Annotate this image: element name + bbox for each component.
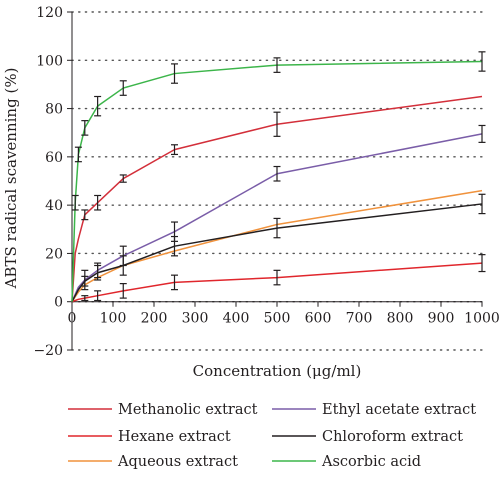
x-tick-label: 1000 <box>464 311 500 327</box>
y-tick-label: 0 <box>54 295 63 311</box>
y-axis-title: ABTS radical scavenning (%) <box>2 68 20 290</box>
y-tick-label: 20 <box>45 246 63 262</box>
y-tick-label: 80 <box>45 102 63 118</box>
y-tick-label: 100 <box>36 53 63 69</box>
x-tick-label: 400 <box>223 311 250 327</box>
y-tick-label: 120 <box>36 5 63 21</box>
legend-label: Ascorbic acid <box>321 454 421 470</box>
legend-item: Ascorbic acid <box>272 454 421 470</box>
legend-label: Ethyl acetate extract <box>322 402 476 418</box>
series-3 <box>71 124 486 303</box>
legend-label: Methanolic extract <box>118 402 258 418</box>
y-tick-label: 60 <box>45 150 63 166</box>
legend-item: Aqueous extract <box>68 454 238 470</box>
x-tick-label: 700 <box>346 311 373 327</box>
y-tick-label: −20 <box>33 343 63 359</box>
series-lines <box>71 51 486 303</box>
x-tick-label: 200 <box>141 311 168 327</box>
legend-label: Chloroform extract <box>322 429 463 445</box>
x-tick-label: 100 <box>100 311 127 327</box>
series-0 <box>71 95 483 302</box>
y-tick-label: 40 <box>45 198 63 214</box>
x-axis-title: Concentration (μg/ml) <box>193 362 362 380</box>
x-tick-label: 800 <box>387 311 414 327</box>
legend-item: Methanolic extract <box>68 402 258 418</box>
x-tick-label: 600 <box>305 311 332 327</box>
legend-label: Aqueous extract <box>117 454 238 470</box>
legend-label: Hexane extract <box>118 429 231 445</box>
legend-item: Chloroform extract <box>272 429 463 445</box>
legend-item: Hexane extract <box>68 429 231 445</box>
x-tick-label: 0 <box>68 311 77 327</box>
legend-item: Ethyl acetate extract <box>272 402 476 418</box>
x-tick-label: 300 <box>182 311 209 327</box>
series-5 <box>71 51 486 302</box>
series-4 <box>71 193 486 303</box>
x-tick-label: 500 <box>264 311 291 327</box>
series-1 <box>71 254 486 303</box>
x-tick-label: 900 <box>428 311 455 327</box>
tick-labels: −20 0 20 40 60 80 100 120 0 100 200 300 400 500 600 700… <box>33 5 499 359</box>
legend: Methanolic extract Hexane extract Aqueous … <box>68 402 476 470</box>
